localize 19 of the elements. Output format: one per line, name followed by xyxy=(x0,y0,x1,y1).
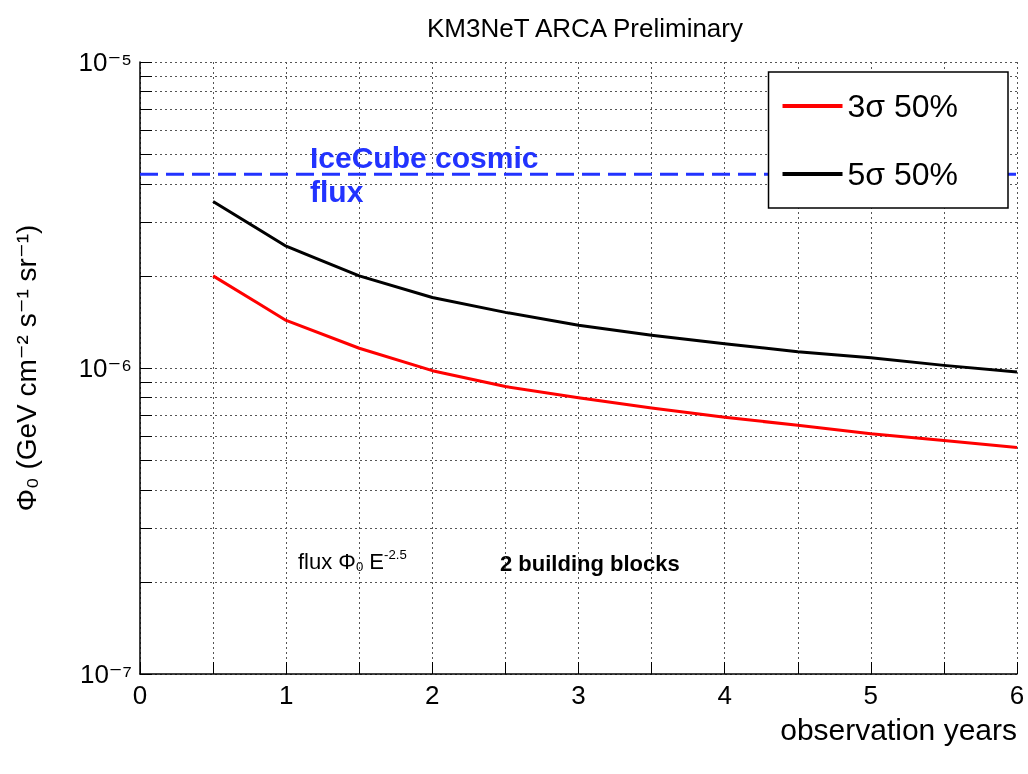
y-tick-label: 10⁻⁷ xyxy=(79,659,132,689)
x-tick-label: 3 xyxy=(571,680,586,710)
x-tick-label: 6 xyxy=(1009,680,1025,710)
annotation: 2 building blocks xyxy=(500,550,680,576)
x-tick-label: 4 xyxy=(717,680,732,710)
line-series xyxy=(211,200,1019,374)
x-tick-label: 5 xyxy=(863,680,879,710)
legend-label: 3σ 50% xyxy=(847,88,958,124)
x-axis-title: observation years xyxy=(780,712,1017,746)
chart-title: KM3NeT ARCA Preliminary xyxy=(427,13,743,43)
line-series xyxy=(211,274,1019,449)
y-axis-title: Φ₀ (GeV cm⁻² s⁻¹ sr⁻¹) xyxy=(10,224,42,512)
x-tick-label: 1 xyxy=(278,680,294,710)
x-tick-label: 0 xyxy=(132,680,148,710)
y-tick-label: 10⁻⁶ xyxy=(78,353,132,383)
y-tick-label: 10⁻⁵ xyxy=(78,47,132,77)
ref-line-label: IceCube cosmic flux xyxy=(310,140,547,208)
x-tick-label: 2 xyxy=(425,680,440,710)
legend-label: 5σ 50% xyxy=(847,156,958,192)
